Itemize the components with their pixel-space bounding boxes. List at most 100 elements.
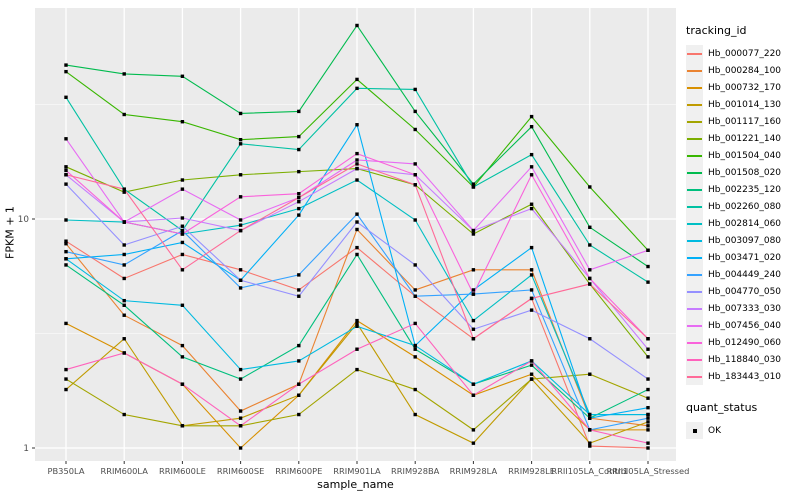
data-point xyxy=(471,337,476,341)
data-point xyxy=(355,86,359,91)
data-point xyxy=(122,313,126,317)
data-point xyxy=(471,288,476,292)
legend-key-line xyxy=(686,232,703,249)
data-point xyxy=(238,424,243,428)
data-point xyxy=(180,303,185,307)
data-point xyxy=(64,165,68,169)
data-point xyxy=(588,441,592,445)
data-point xyxy=(64,257,68,261)
x-axis-title: sample_name xyxy=(317,478,394,491)
data-point xyxy=(646,337,650,341)
data-point xyxy=(646,412,650,417)
data-point xyxy=(238,223,243,227)
data-point xyxy=(646,405,650,410)
data-point xyxy=(180,216,185,220)
data-point xyxy=(355,252,359,257)
legend-item-label: Hb_118840_030 xyxy=(708,354,782,365)
data-point xyxy=(297,382,301,386)
data-point xyxy=(588,428,592,432)
data-point xyxy=(180,178,185,182)
legend-item-Hb_002814_060: Hb_002814_060 xyxy=(686,215,800,232)
legend-item-label: OK xyxy=(708,425,721,436)
legend-item-label: Hb_003097_080 xyxy=(708,235,782,246)
data-point xyxy=(64,367,68,372)
legend-item-label: Hb_183443_010 xyxy=(708,371,782,382)
data-point xyxy=(64,239,68,243)
data-point xyxy=(297,213,301,217)
data-point xyxy=(529,308,534,312)
line-swatch-icon xyxy=(687,205,702,208)
line-swatch-icon xyxy=(687,137,702,140)
legend-item-Hb_001117_160: Hb_001117_160 xyxy=(686,113,800,130)
data-point xyxy=(64,377,68,381)
legend-key-line xyxy=(686,96,703,113)
data-point xyxy=(64,218,68,222)
legend-title-tracking-id: tracking_id xyxy=(686,24,747,37)
y-tick-label: 1 xyxy=(23,444,29,454)
data-point xyxy=(413,343,417,348)
data-point xyxy=(646,347,650,351)
data-point xyxy=(355,77,359,82)
data-point xyxy=(646,280,650,284)
data-point xyxy=(529,288,534,292)
line-swatch-icon xyxy=(687,256,702,259)
legend-item-label: Hb_002814_060 xyxy=(708,218,782,229)
legend-item-label: Hb_007456_040 xyxy=(708,320,782,331)
legend-item-label: Hb_001508_020 xyxy=(708,167,782,178)
legend-key-line xyxy=(686,300,703,317)
data-point xyxy=(529,363,534,367)
legend-key-line xyxy=(686,113,703,130)
legend-key-line xyxy=(686,334,703,351)
data-point xyxy=(646,355,650,359)
data-point xyxy=(529,245,534,250)
data-point xyxy=(529,152,534,157)
data-point xyxy=(588,225,592,229)
data-point xyxy=(413,263,417,267)
line-swatch-icon xyxy=(687,358,702,361)
legend-item-label: Hb_007333_030 xyxy=(708,303,782,314)
data-point xyxy=(64,182,68,186)
data-point xyxy=(355,324,359,328)
data-point xyxy=(122,276,126,281)
data-point xyxy=(122,298,126,303)
data-point xyxy=(180,424,185,428)
line-swatch-icon xyxy=(687,188,702,191)
data-point xyxy=(413,347,417,351)
line-swatch-icon xyxy=(687,239,702,242)
quant-status-block: quant_status OK xyxy=(686,401,800,439)
data-point xyxy=(413,412,417,417)
x-tick-label: RRIM901LA xyxy=(333,466,381,476)
line-swatch-icon xyxy=(687,375,702,378)
data-point xyxy=(238,173,243,177)
data-point xyxy=(413,355,417,359)
data-point xyxy=(122,337,126,341)
legend-item-label: Hb_004449_240 xyxy=(708,269,782,280)
data-point xyxy=(122,112,126,117)
x-tick-label: PB350LA xyxy=(47,466,84,476)
line-swatch-icon xyxy=(687,69,702,72)
data-point xyxy=(413,294,417,298)
data-point xyxy=(122,187,126,191)
data-point xyxy=(180,187,185,191)
data-point xyxy=(529,296,534,301)
data-point xyxy=(180,232,185,236)
data-point xyxy=(529,165,534,169)
data-point xyxy=(297,273,301,277)
legend-key-line xyxy=(686,147,703,164)
data-point xyxy=(471,318,476,323)
legend-key-line xyxy=(686,215,703,232)
data-point xyxy=(238,416,243,420)
legend-item-label: Hb_001117_160 xyxy=(708,116,782,127)
legend: tracking_id Hb_000077_220 Hb_000284_100 Hb… xyxy=(686,24,800,439)
data-point xyxy=(355,220,359,224)
legend-item-label: Hb_003471_020 xyxy=(708,252,782,263)
data-point xyxy=(355,212,359,216)
legend-item-Hb_001014_130: Hb_001014_130 xyxy=(686,96,800,113)
legend-item-label: Hb_000732_170 xyxy=(708,82,782,93)
data-point xyxy=(355,151,359,156)
data-point xyxy=(529,372,534,376)
data-point xyxy=(529,377,534,381)
data-point xyxy=(238,137,243,142)
data-point xyxy=(355,318,359,323)
